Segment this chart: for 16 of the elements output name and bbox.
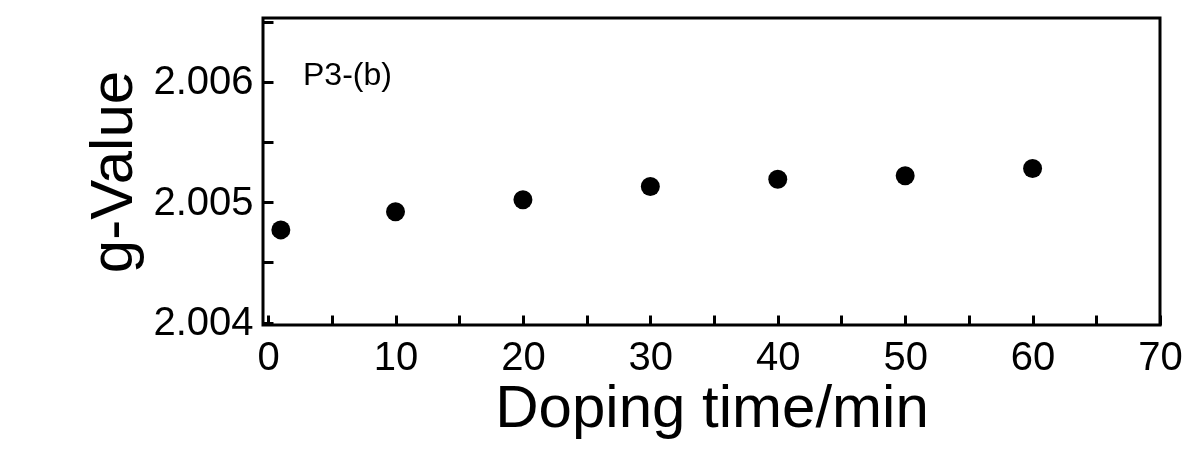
point	[1023, 159, 1043, 178]
annotation: P3-(b)	[303, 56, 392, 92]
y-tick-label: 2.004	[153, 299, 254, 344]
point	[895, 166, 915, 186]
x-tick-label: 70	[1138, 333, 1183, 378]
point	[271, 220, 291, 240]
y-tick-label: 2.005	[153, 178, 254, 223]
x-tick-label: 10	[373, 333, 419, 378]
point	[640, 177, 660, 197]
y-tick-label: 2.006	[153, 58, 254, 103]
point	[513, 190, 533, 210]
point	[768, 169, 788, 189]
y-axis-title: g-Value	[78, 70, 146, 274]
x-tick-label: 60	[1010, 333, 1056, 378]
x-tick-label: 0	[257, 333, 280, 378]
point	[386, 202, 405, 222]
